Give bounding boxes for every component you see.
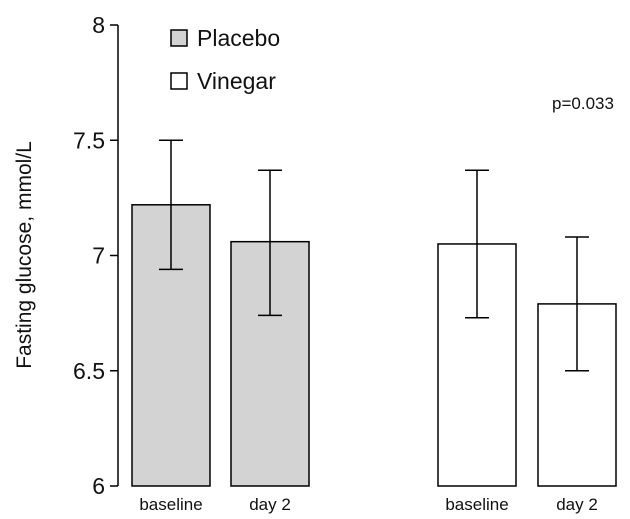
x-category-label: baseline: [445, 495, 508, 514]
y-tick-label: 8: [92, 12, 105, 38]
plot-area: 6 6.5 7 7.5 8 baseline day 2 baseline day 2: [73, 12, 617, 514]
x-category-label: baseline: [139, 495, 202, 514]
x-category-label: day 2: [556, 495, 598, 514]
y-tick-label: 6.5: [73, 358, 105, 384]
p-value-annotation: p=0.033: [552, 94, 614, 113]
legend-swatch-vinegar: [170, 72, 188, 90]
legend-label-placebo: Placebo: [197, 25, 280, 51]
y-axis-label: Fasting glucose, mmol/L: [13, 141, 36, 369]
legend: Placebo Vinegar: [170, 25, 280, 94]
legend-label-vinegar: Vinegar: [197, 68, 276, 94]
legend-swatch-placebo: [170, 29, 188, 47]
y-tick-label: 6: [92, 473, 105, 499]
x-category-label: day 2: [249, 495, 291, 514]
y-tick-label: 7.5: [73, 127, 105, 153]
y-tick-label: 7: [92, 243, 105, 269]
